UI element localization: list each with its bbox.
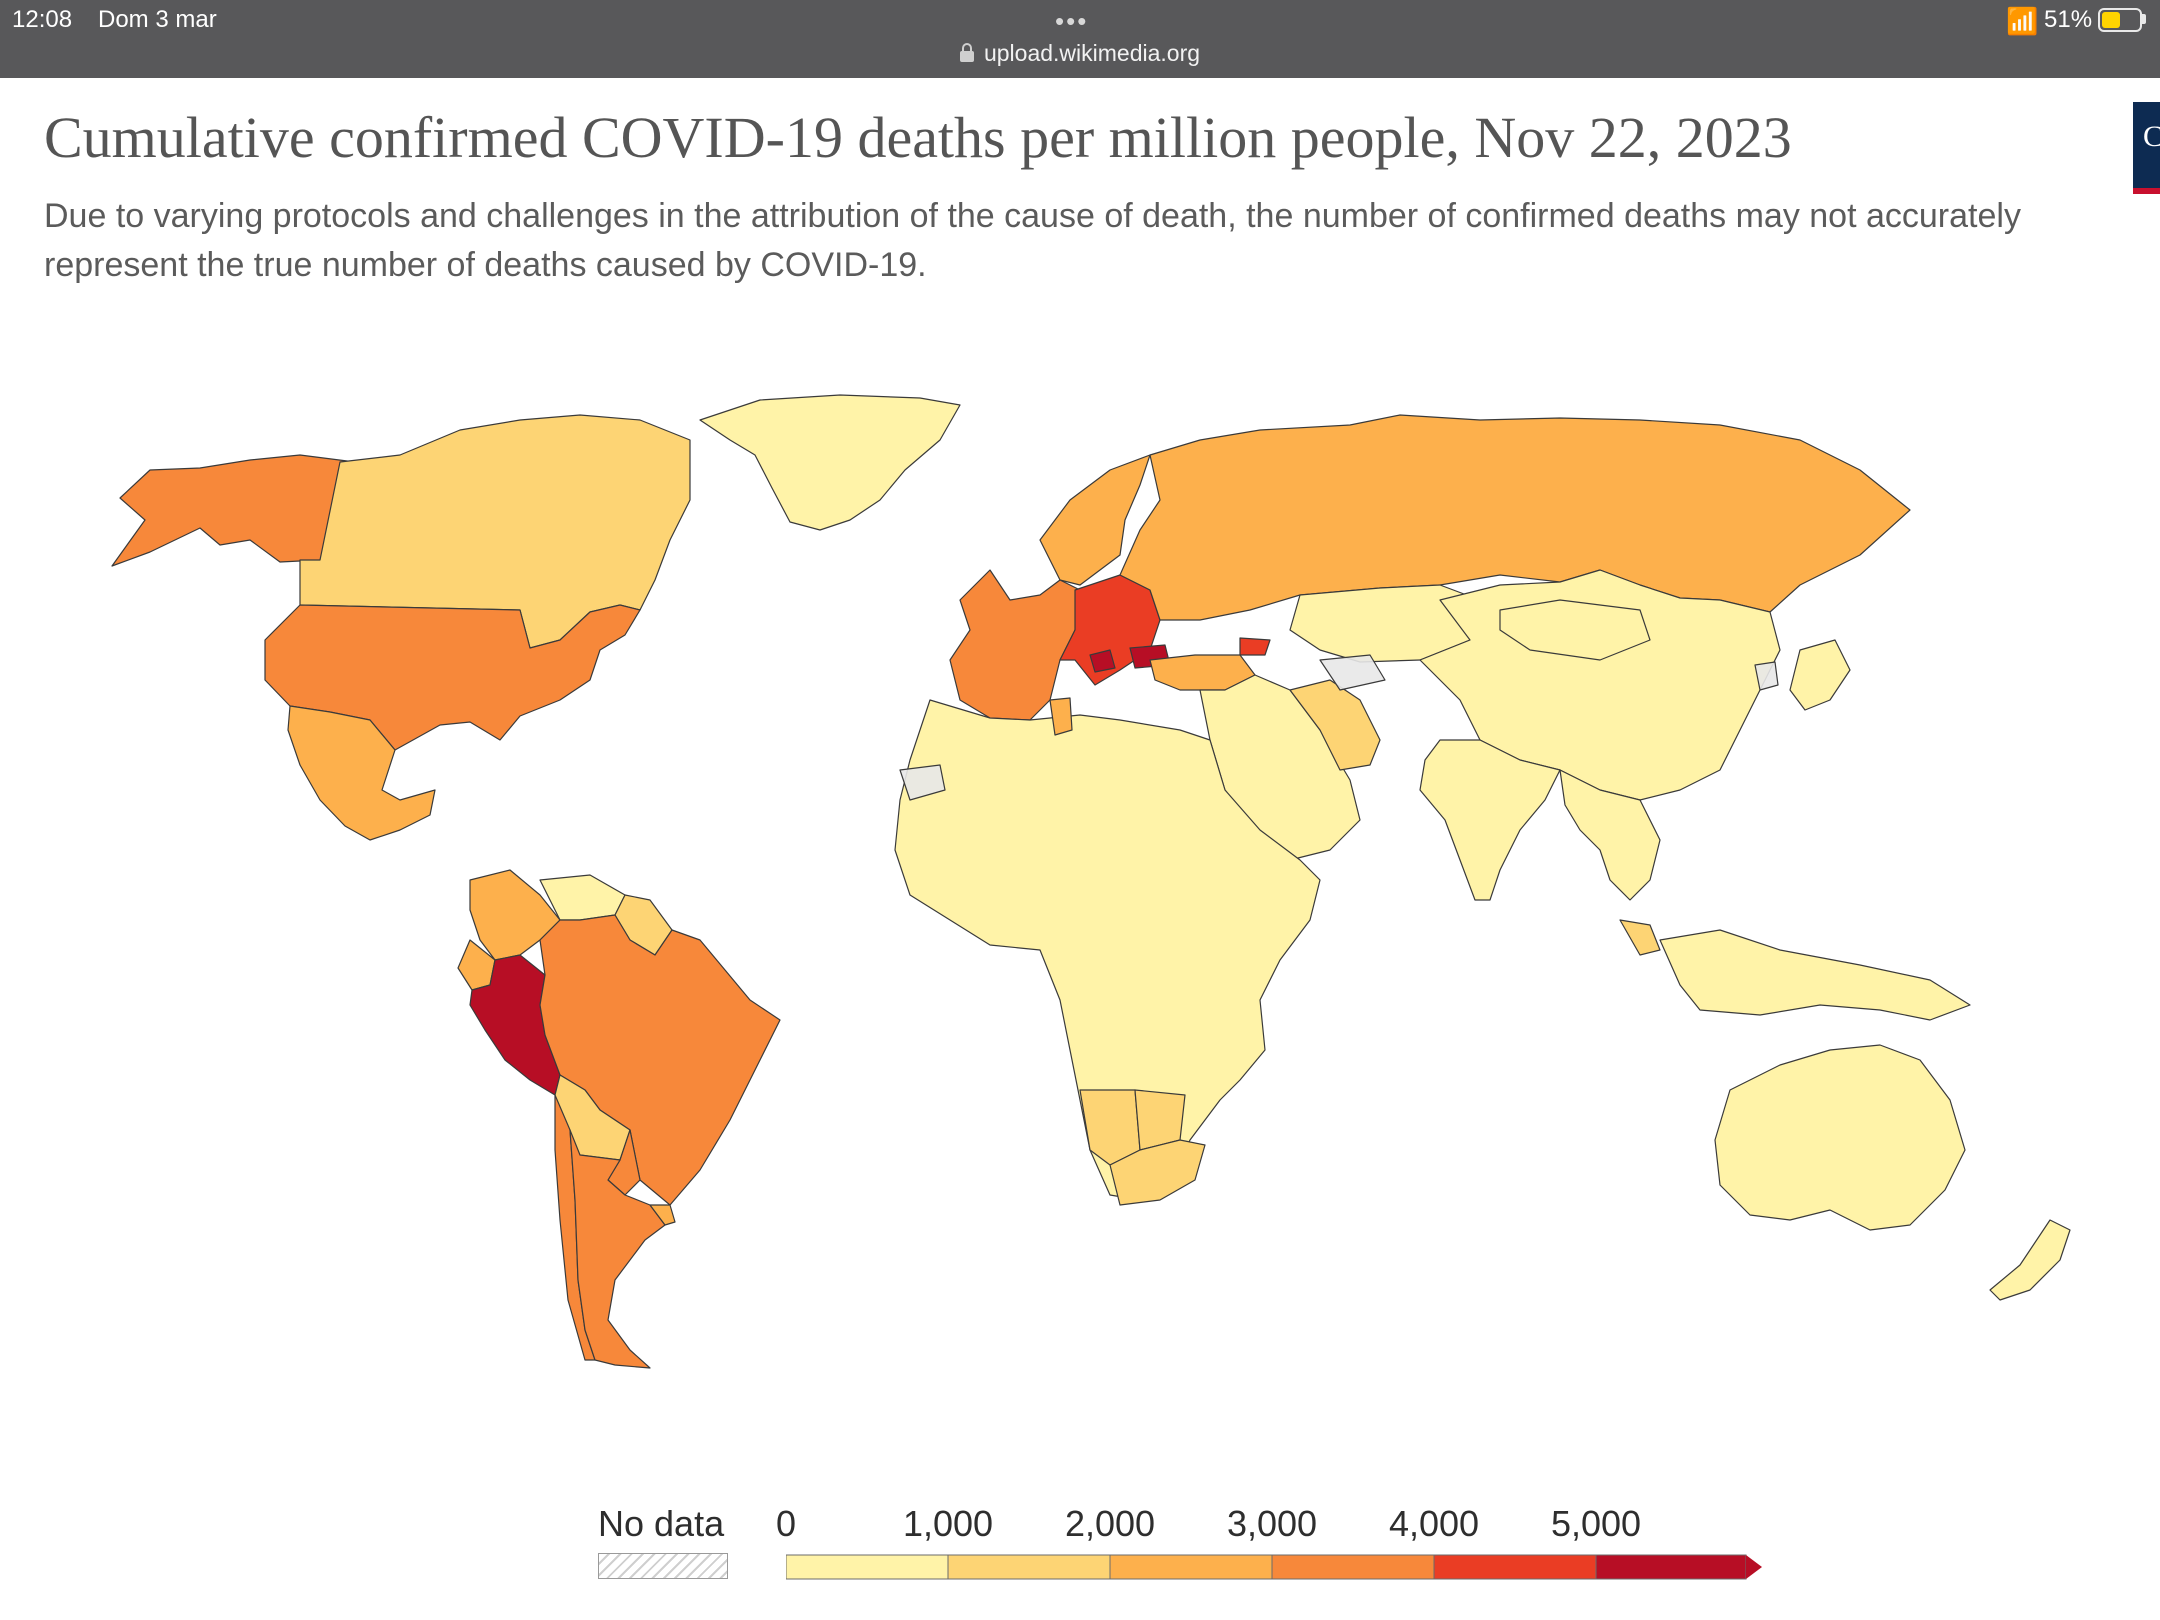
legend-tick-label: 4,000	[1388, 1503, 1480, 1544]
legend-bin-5[interactable]	[1595, 1554, 1747, 1580]
map-region-bosnia-and-herzegovina[interactable]	[1089, 649, 1116, 673]
legend-tick-label: 3,000	[1226, 1503, 1318, 1544]
legend-bin-0[interactable]	[786, 1554, 949, 1580]
map-region-malaysia[interactable]	[1619, 919, 1661, 956]
battery-percentage: 51%	[2044, 6, 2093, 33]
map-region-australia[interactable]	[1714, 1044, 1966, 1231]
legend-no-data-swatch	[598, 1553, 728, 1579]
legend-no-data-label: No data	[598, 1503, 725, 1544]
map-region-western-europe[interactable]	[949, 569, 1081, 721]
map-region-greenland[interactable]	[699, 394, 961, 531]
map-region-brazil[interactable]	[539, 914, 781, 1206]
address-bar[interactable]: upload.wikimedia.org	[0, 40, 2160, 67]
map-region-argentina[interactable]	[569, 1129, 666, 1369]
map-region-turkmenistan[interactable]	[1319, 654, 1386, 691]
map-region-uruguay[interactable]	[649, 1204, 676, 1226]
legend-tick-label: 1,000	[902, 1503, 994, 1544]
map-region-north-korea[interactable]	[1754, 661, 1779, 691]
lock-icon	[959, 43, 974, 62]
map-region-new-zealand[interactable]	[1989, 1219, 2071, 1301]
legend-arrow	[1746, 1555, 1762, 1579]
map-region-alaska[interactable]	[111, 454, 356, 567]
map-region-africa[interactable]	[894, 699, 1321, 1201]
map-region-south-africa[interactable]	[1109, 1139, 1206, 1206]
map-region-colombia[interactable]	[469, 869, 561, 961]
chart-subtitle: Due to varying protocols and challenges …	[44, 197, 2021, 284]
chart-title: Cumulative confirmed COVID-19 deaths per…	[44, 105, 1792, 170]
status-date: Dom 3 mar	[98, 6, 217, 33]
legend-bin-2[interactable]	[1109, 1554, 1273, 1580]
map-region-southeast-asia[interactable]	[1559, 769, 1661, 901]
map-region-scandinavia[interactable]	[1039, 454, 1151, 586]
legend-tick-label: 5,000	[1550, 1503, 1642, 1544]
wifi-icon: 📶	[2006, 6, 2039, 36]
battery-level	[2102, 12, 2121, 28]
legend-bin-3[interactable]	[1271, 1554, 1435, 1580]
battery-icon	[2098, 8, 2142, 32]
legend-tick-label: 0	[775, 1503, 797, 1544]
world-map	[111, 394, 2071, 1369]
map-region-japan[interactable]	[1789, 639, 1851, 711]
map-region-tunisia[interactable]	[1049, 697, 1073, 736]
map-region-mexico[interactable]	[287, 705, 436, 841]
map-region-india[interactable]	[1419, 739, 1561, 901]
url-text: upload.wikimedia.org	[983, 40, 1201, 66]
status-time: 12:08	[12, 6, 73, 33]
map-region-namibia[interactable]	[1079, 1089, 1141, 1166]
map-region-indonesia[interactable]	[1659, 929, 1971, 1021]
browser-top-bar: 12:08 Dom 3 mar ••• upload.wikimedia.org…	[0, 0, 2160, 78]
legend-bin-1[interactable]	[947, 1554, 1111, 1580]
legend-bin-4[interactable]	[1433, 1554, 1597, 1580]
owid-logo[interactable]: C	[2133, 102, 2160, 194]
tab-options-icon[interactable]: •••	[1055, 6, 1089, 36]
map-region-western-sahara[interactable]	[899, 764, 946, 801]
map-region-mongolia[interactable]	[1499, 599, 1651, 661]
map-region-georgia[interactable]	[1239, 637, 1271, 656]
legend-color-bar	[786, 1554, 1762, 1580]
owid-logo-letter: C	[2143, 120, 2160, 154]
legend-tick-label: 2,000	[1064, 1503, 1156, 1544]
battery-cap	[2142, 14, 2146, 24]
